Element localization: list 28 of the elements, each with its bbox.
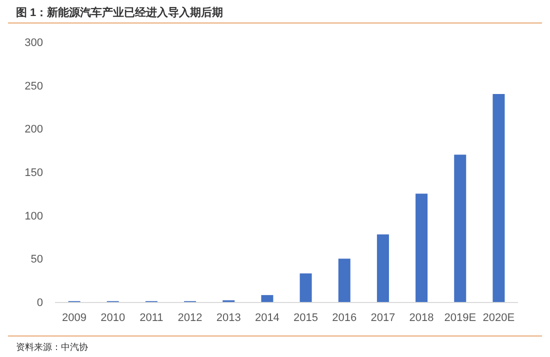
y-tick-label: 100 [24, 210, 43, 222]
x-tick-label: 2017 [370, 312, 396, 324]
text: 资料来源：中汽协 [16, 342, 88, 352]
y-tick-label: 150 [24, 167, 43, 179]
x-tick-label: 2010 [100, 312, 126, 324]
x-tick-label: 2019E [444, 312, 476, 324]
x-tick-label: 2020E [482, 312, 515, 324]
x-tick-label: 2016 [332, 312, 357, 324]
bar [492, 94, 505, 302]
chart-title: 图 1：新能源汽车产业已经进入导入期后期 [16, 6, 224, 19]
y-tick-label: 200 [24, 124, 43, 136]
bar [416, 194, 428, 302]
x-tick-label: 2018 [409, 312, 434, 324]
bar [338, 258, 350, 302]
y-tick-label: 0 [36, 297, 43, 309]
y-tick-label: 50 [30, 254, 43, 266]
bar [454, 154, 466, 302]
bar [261, 295, 274, 302]
bar [300, 273, 312, 302]
y-tick-label: 250 [24, 80, 43, 92]
x-tick-label: 2012 [178, 312, 202, 324]
x-tick-label: 2013 [216, 312, 241, 324]
bar [376, 234, 389, 302]
x-tick-label: 2009 [62, 312, 87, 324]
x-tick-label: 2015 [294, 312, 318, 324]
x-tick-label: 2014 [254, 312, 280, 324]
y-tick-label: 300 [24, 37, 43, 49]
x-tick-label: 2011 [140, 312, 164, 324]
